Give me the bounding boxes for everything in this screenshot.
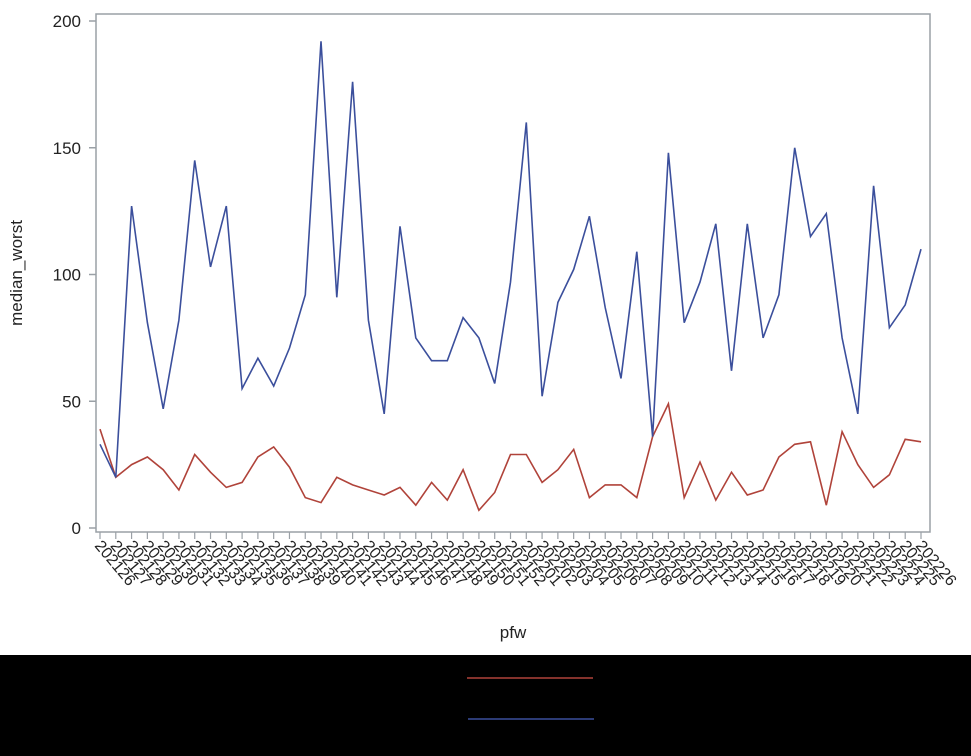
y-tick-label: 0 xyxy=(72,519,81,538)
plot-frame xyxy=(95,13,931,533)
y-tick-label: 50 xyxy=(62,392,81,411)
y-tick-label: 200 xyxy=(53,12,81,31)
line-chart: 0 50 100 150 200 202126202127202128202129202… xyxy=(7,12,959,642)
series-line-blue xyxy=(99,41,922,478)
y-tick-label: 150 xyxy=(53,139,81,158)
y-axis-label: median_worst xyxy=(7,220,26,326)
x-axis: 2021262021272021282021292021302021312021… xyxy=(91,532,959,590)
series-lines xyxy=(99,41,922,512)
y-tick-label: 100 xyxy=(53,266,81,285)
series-line-red xyxy=(99,401,922,512)
chart-panel: 0 50 100 150 200 202126 202127 202128 202129 202… xyxy=(0,0,971,655)
legend xyxy=(0,655,971,751)
x-axis-label: pfw xyxy=(500,623,527,642)
y-axis: 0 50 100 150 200 xyxy=(53,12,96,538)
